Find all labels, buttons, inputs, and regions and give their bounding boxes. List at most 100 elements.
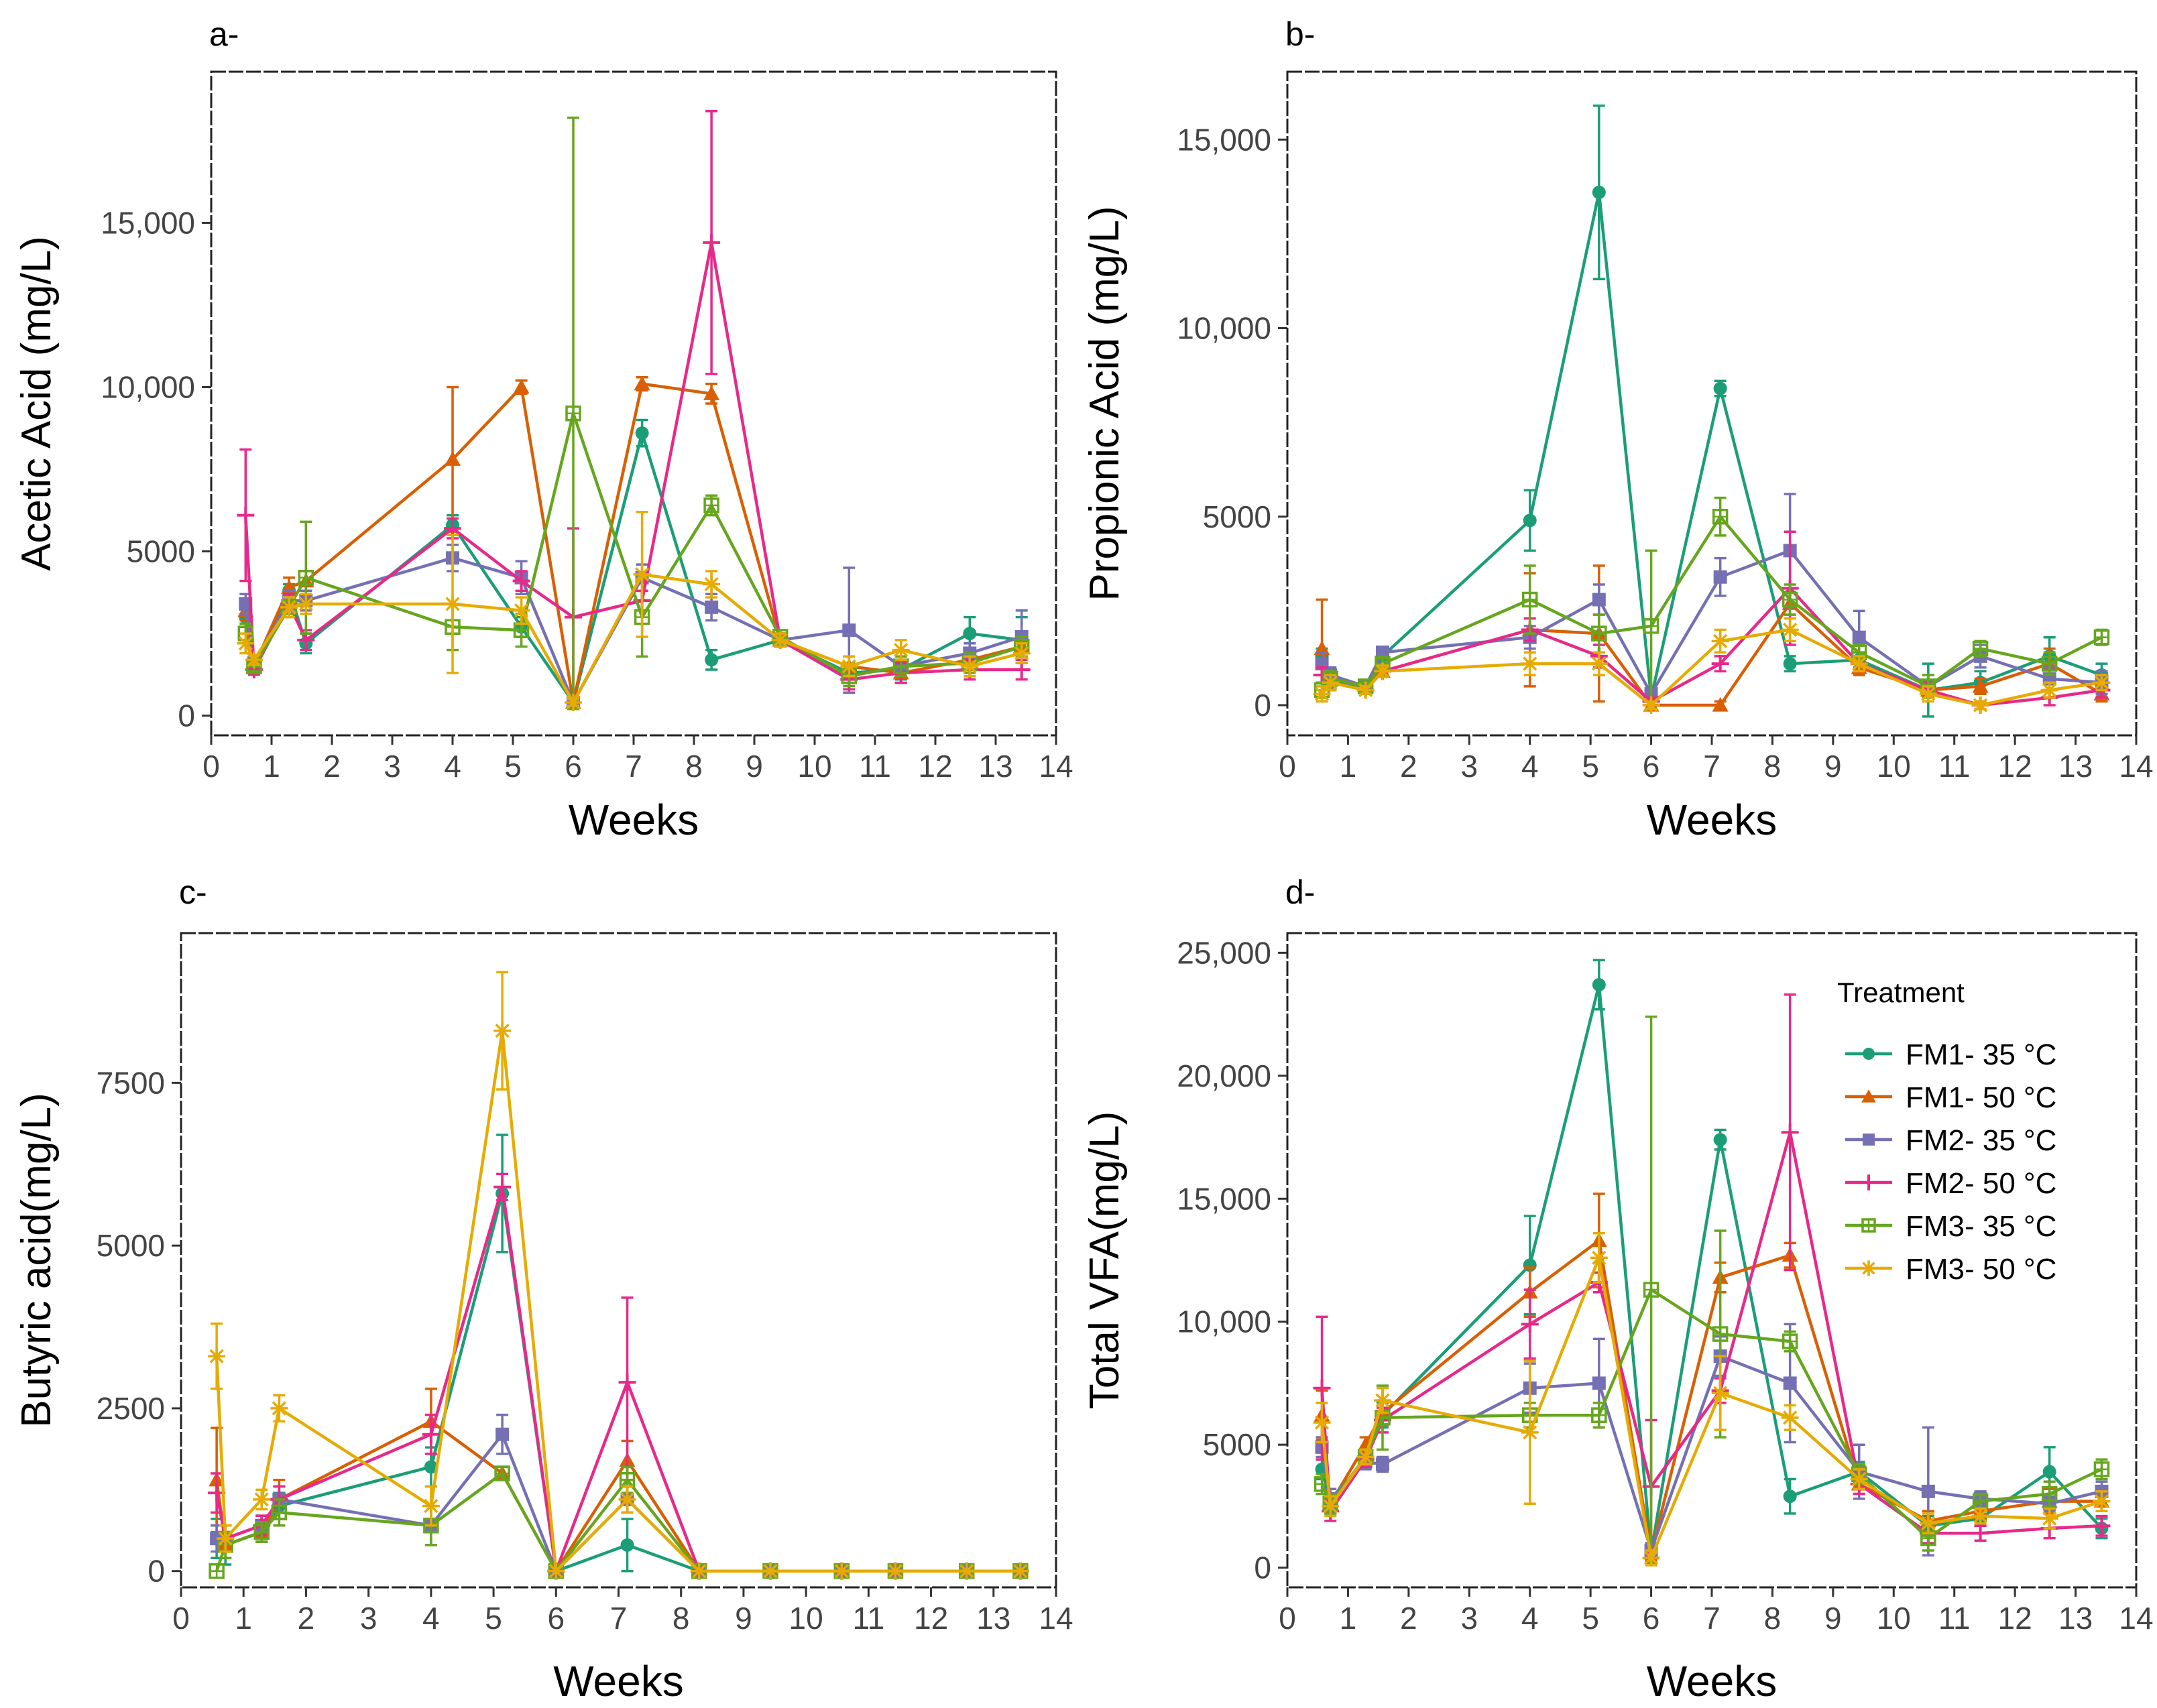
data-point [963,627,977,641]
legend-item: FM1- 35 °C [1845,1038,2056,1071]
y-axis-title: Total VFA(mg/L) [1082,1111,1128,1409]
data-point [1711,1384,1729,1402]
data-point [2040,681,2058,699]
data-point [1713,381,1727,395]
data-point [1313,1379,1331,1397]
chart-panel-2: b-0 1 2 3 4 5 6 7 8 9 10 11 12 13 140500010,00015,000W… [1082,15,2154,844]
x-tick-label: 4 [1521,749,1539,784]
legend-title: Treatment [1837,977,1965,1008]
panel-letter: c- [179,873,207,911]
data-point [633,565,651,583]
x-tick-label: 13 [2058,1601,2093,1636]
series-5 [237,116,1030,711]
x-tick-label: 2 [323,749,341,784]
x-tick-label: 3 [1460,749,1478,784]
x-axis-title: Weeks [1647,796,1777,844]
data-point [1375,1457,1389,1471]
data-point [208,1347,226,1365]
chart-panel-4: d-0 1 2 3 4 5 6 7 8 9 10 11 12 13 140500010,00015,0002… [1082,873,2154,1705]
data-point [513,379,530,394]
y-tick-label: 5000 [1203,1427,1271,1462]
legend-label: FM1- 35 °C [1906,1038,2056,1071]
legend-item: FM2- 35 °C [1845,1124,2056,1157]
data-point [565,693,582,711]
y-tick-label: 10,000 [1177,1304,1271,1339]
legend-item: FM3- 50 °C [1845,1253,2056,1286]
x-tick-label: 12 [918,749,952,784]
series-6 [237,510,1031,711]
x-tick-label: 11 [852,1601,884,1636]
data-point [1782,1333,1798,1349]
data-point [1591,1407,1607,1423]
data-point [1972,640,1989,657]
x-tick-label: 10 [797,749,831,784]
chart-panel-3: c-0 1 2 3 4 5 6 7 8 9 10 11 12 13 140250050007500Weeks… [13,873,1073,1705]
series-line [1320,1239,2102,1554]
x-tick-label: 3 [360,1601,377,1636]
data-point [2093,1517,2111,1535]
data-point [1313,685,1331,703]
y-tick-label: 5000 [127,534,195,569]
data-point [703,385,720,400]
data-point [1592,978,1606,992]
x-tick-label: 5 [485,1601,502,1636]
x-tick-label: 9 [735,1601,752,1636]
x-tick-label: 13 [976,1601,1010,1636]
x-tick-label: 0 [1279,1601,1296,1636]
legend-item: FM2- 50 °C [1845,1167,2056,1200]
data-point [1592,1376,1606,1390]
data-point [1713,1133,1727,1147]
data-point [618,1374,636,1392]
data-point [771,631,789,649]
x-tick-label: 6 [1643,749,1660,784]
data-point [493,1022,512,1040]
data-point [1373,662,1391,680]
data-point [1592,186,1606,199]
legend-marker [1863,1134,1875,1146]
chart-panels: a-0 1 2 3 4 5 6 7 8 9 10 11 12 13 140500010,00015,000W… [13,15,2154,1705]
data-point [2093,629,2110,646]
series-line [244,556,1023,705]
legend-label: FM2- 50 °C [1906,1167,2056,1200]
data-point [705,653,719,667]
y-axis-title: Propionic Acid (mg/L) [1082,206,1128,601]
x-tick-label: 7 [610,1601,628,1636]
legend-label: FM1- 50 °C [1906,1081,2056,1114]
data-point [422,1497,440,1515]
x-tick-label: 6 [547,1601,565,1636]
series-line [215,1029,1021,1573]
x-tick-label: 12 [1998,1601,2032,1636]
x-tick-label: 1 [263,749,280,784]
x-tick-label: 2 [1400,1601,1417,1636]
data-point [493,1178,512,1196]
data-point [2041,656,2058,672]
data-point [635,426,649,440]
data-point [237,506,255,524]
chart-panel-1: a-0 1 2 3 4 5 6 7 8 9 10 11 12 13 140500010,00015,000W… [13,15,1073,844]
x-tick-label: 14 [1039,1601,1073,1636]
legend-item: FM3- 35 °C [1845,1210,2056,1243]
data-point [1711,632,1729,650]
series-line [1320,190,2103,700]
series-6 [1313,617,2111,714]
data-point [1781,1123,1799,1142]
legend-marker [1861,1260,1877,1276]
series-line [244,412,1023,678]
x-tick-label: 14 [2119,749,2153,784]
x-axis-title: Weeks [569,796,699,844]
x-tick-label: 13 [2058,749,2093,784]
data-point [1782,591,1798,608]
legend-label: FM3- 35 °C [1906,1210,2056,1243]
data-point [297,595,315,613]
data-point [1313,1414,1331,1432]
data-point [957,1562,976,1580]
data-point [237,634,255,652]
x-tick-label: 7 [1703,1601,1721,1636]
data-point [1919,685,1937,703]
x-tick-label: 9 [1824,1601,1842,1636]
x-tick-label: 3 [1460,1601,1478,1636]
data-point [270,1399,288,1417]
y-tick-label: 10,000 [101,369,195,404]
x-tick-label: 9 [746,749,763,784]
y-tick-label: 5000 [1203,499,1271,534]
